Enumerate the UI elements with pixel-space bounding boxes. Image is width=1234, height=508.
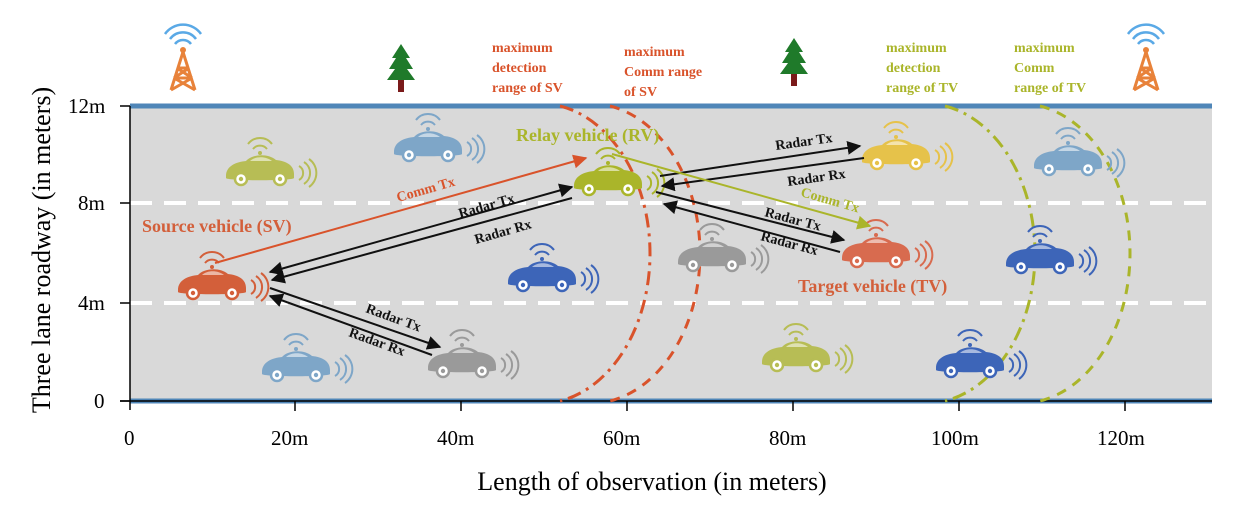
tv-detection-range-line-3: range of TV <box>886 81 958 96</box>
y-tick-marks <box>120 105 130 402</box>
x-tick-label-60m: 60m <box>603 426 640 450</box>
tree-icon-right <box>780 38 808 86</box>
rv-radar-tv-arrow-rx <box>662 200 841 253</box>
y-axis-title: Three lane roadway (in meters) <box>27 87 56 413</box>
x-tick-label-120m: 120m <box>1097 426 1145 450</box>
sv-detection-range-line-2: detection <box>492 61 547 76</box>
y-tick-label-12m: 12m <box>68 94 105 118</box>
rv-radar-top-arrow-rx <box>660 157 865 192</box>
source-vehicle-label: Source vehicle (SV) <box>142 216 292 237</box>
rv-radar-top-arrow-tx <box>659 140 862 177</box>
sv-radar-down-arrow-rx <box>268 293 433 356</box>
rv-comm-tx-arrow <box>611 153 872 230</box>
tv-comm-range-line-3: range of TV <box>1014 81 1086 96</box>
sv-comm-range-line-1: maximum <box>624 45 685 60</box>
tv-comm-range-line-1: maximum <box>1014 41 1075 56</box>
x-tick-marks <box>294 401 1126 411</box>
sv-comm-range-line-3: of SV <box>624 85 657 100</box>
rv-radar-tv-arrow-tx <box>655 191 846 244</box>
y-tick-label-8m: 8m <box>78 191 105 215</box>
tv-detection-range-line-2: detection <box>886 61 941 76</box>
y-tick-label-0: 0 <box>94 389 105 413</box>
tv-detection-range-label: maximum detection range of TV <box>886 41 958 96</box>
x-tick-label-100m: 100m <box>931 426 979 450</box>
cell-tower-icon-left <box>163 23 203 92</box>
tv-comm-range-arc <box>1039 104 1132 403</box>
tv-detection-range-line-1: maximum <box>886 41 947 56</box>
y-tick-label-4m: 4m <box>78 291 105 315</box>
sv-radar-up-arrow-tx <box>268 183 574 276</box>
target-vehicle-label: Target vehicle (TV) <box>798 276 947 297</box>
x-tick-label-0: 0 <box>124 426 135 450</box>
tree-icon-left <box>387 44 415 92</box>
tv-comm-range-label: maximum Comm range of TV <box>1014 41 1086 96</box>
sv-detection-range-line-3: range of SV <box>492 81 563 96</box>
sv-comm-range-line-2: Comm range <box>624 65 702 80</box>
sv-comm-range-label: maximum Comm range of SV <box>624 45 702 100</box>
tv-comm-range-line-2: Comm <box>1014 61 1055 76</box>
cell-tower-icon-right <box>1126 23 1166 92</box>
x-axis-title: Length of observation (in meters) <box>477 467 826 496</box>
x-tick-label-80m: 80m <box>769 426 806 450</box>
sv-detection-range-line-1: maximum <box>492 41 553 56</box>
sv-detection-range-arc <box>559 104 652 403</box>
relay-vehicle-label: Relay vehicle (RV) <box>516 125 659 146</box>
x-tick-label-20m: 20m <box>271 426 308 450</box>
x-tick-label-40m: 40m <box>437 426 474 450</box>
sv-radar-up-arrow-rx <box>270 197 573 284</box>
sv-radar-down-arrow-tx <box>269 287 442 350</box>
sv-detection-range-label: maximum detection range of SV <box>492 41 563 96</box>
